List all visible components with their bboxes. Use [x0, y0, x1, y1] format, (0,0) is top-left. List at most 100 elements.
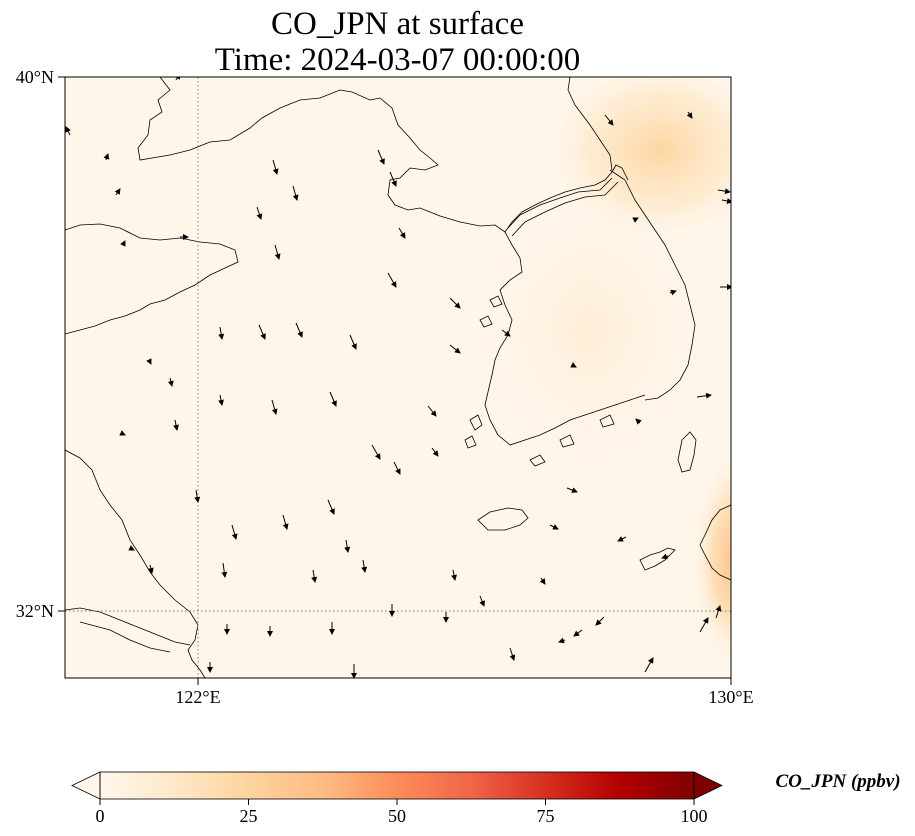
colorbar-extend-min	[71, 771, 101, 800]
colorbar-tick-label: 100	[681, 806, 708, 826]
wind-arrow	[103, 153, 110, 161]
wind-arrow	[349, 334, 357, 350]
wind-arrow	[292, 185, 299, 201]
lon-label-122E: 122°E	[175, 687, 220, 707]
wind-arrow	[167, 377, 174, 387]
wind-arrow	[218, 326, 225, 340]
wind-arrow	[398, 227, 406, 239]
wind-vectors	[65, 77, 731, 678]
wind-arrow	[174, 77, 181, 81]
colorbar: 0 25 50 75 100 CO_JPN (ppbv)	[71, 771, 901, 826]
wind-arrow	[389, 171, 397, 187]
concentration-plume-southeast	[690, 450, 731, 670]
wind-arrow	[449, 297, 461, 309]
coastline-goto	[639, 547, 676, 571]
wind-arrow	[218, 394, 224, 406]
wind-arrow	[479, 595, 485, 607]
coastline-north-korea-north	[504, 164, 629, 233]
coastline-jiangsu	[65, 449, 206, 678]
wind-arrow	[361, 559, 368, 573]
wind-arrow	[566, 487, 578, 493]
wind-arrow	[256, 206, 263, 220]
coastline-liaodong	[137, 77, 506, 233]
wind-arrow	[173, 419, 179, 431]
wind-arrow	[451, 569, 457, 581]
wind-arrow	[549, 524, 559, 530]
wind-arrow	[65, 126, 71, 136]
coastline-korea-east	[609, 169, 696, 401]
wind-arrow	[449, 344, 461, 354]
lat-label-40N: 40°N	[16, 67, 54, 87]
wind-arrow	[721, 198, 731, 204]
wind-arrow	[427, 405, 437, 417]
wind-arrow	[573, 629, 583, 637]
wind-arrow	[509, 647, 516, 661]
wind-arrow	[119, 430, 126, 436]
coastlines	[65, 77, 731, 678]
gridlines	[65, 77, 731, 678]
coastline-ne-korea	[567, 77, 613, 171]
wind-arrow	[327, 499, 335, 515]
colorbar-gradient	[100, 772, 694, 799]
wind-arrow	[393, 461, 401, 475]
title-line-1: CO_JPN at surface	[271, 6, 524, 42]
wind-arrow	[570, 362, 577, 368]
coastline-tsushima	[677, 431, 697, 473]
title-line-2: Time: 2024-03-07 00:00:00	[214, 42, 581, 78]
wind-arrow	[696, 392, 712, 399]
axis-labels: 40°N 32°N 122°E 130°E	[16, 67, 754, 707]
wind-arrow	[686, 111, 693, 119]
colorbar-tick-label: 25	[240, 806, 258, 826]
wind-arrow	[669, 289, 677, 296]
wind-arrow	[539, 577, 546, 585]
wind-arrow	[371, 444, 381, 460]
wind-arrow	[595, 616, 605, 626]
wind-arrow	[715, 605, 722, 619]
colorbar-tick-label: 50	[388, 806, 406, 826]
colorbar-tick-label: 0	[96, 806, 105, 826]
wind-arrow	[147, 564, 154, 574]
coastline-jeju	[477, 507, 529, 531]
wind-arrow	[501, 329, 511, 337]
wind-arrow	[661, 553, 669, 560]
wind-arrow	[231, 524, 238, 540]
coastline-korea-islands	[464, 295, 615, 467]
wind-arrow	[617, 536, 627, 542]
wind-arrow	[271, 399, 278, 415]
wind-arrow	[272, 159, 279, 175]
wind-arrow	[258, 324, 266, 340]
map-frame	[64, 76, 732, 679]
wind-arrow	[717, 188, 731, 195]
map-panel	[65, 77, 731, 678]
wind-arrow	[699, 617, 709, 633]
wind-arrow	[114, 188, 121, 196]
concentration-plume-northeast	[540, 77, 731, 245]
colorbar-ticks: 0 25 50 75 100	[96, 799, 708, 826]
wind-arrow	[558, 637, 566, 644]
wind-arrow	[431, 447, 439, 457]
wind-arrow	[282, 514, 289, 530]
coastline-korea-west	[484, 231, 646, 446]
wind-arrow	[221, 562, 228, 578]
wind-arrow	[128, 545, 135, 551]
wind-arrow	[387, 272, 397, 288]
colorbar-tick-label: 75	[537, 806, 555, 826]
wind-arrow	[146, 358, 152, 365]
wind-arrow	[644, 657, 654, 673]
wind-arrow	[194, 489, 201, 503]
wind-arrow	[604, 114, 614, 126]
wind-arrow	[311, 569, 318, 583]
wind-arrow	[635, 418, 642, 425]
colorbar-extend-max	[693, 771, 723, 800]
lat-label-32N: 32°N	[16, 601, 54, 621]
wind-arrow	[329, 391, 337, 407]
coastline-yangtze	[65, 607, 191, 653]
wind-arrow	[344, 539, 351, 553]
wind-arrow	[632, 217, 639, 223]
wind-arrow	[295, 322, 303, 338]
border-korea-china	[507, 177, 619, 237]
coastline-shandong	[65, 223, 239, 335]
coastline-kyushu	[699, 504, 731, 581]
colorbar-label: CO_JPN (ppbv)	[775, 771, 900, 792]
